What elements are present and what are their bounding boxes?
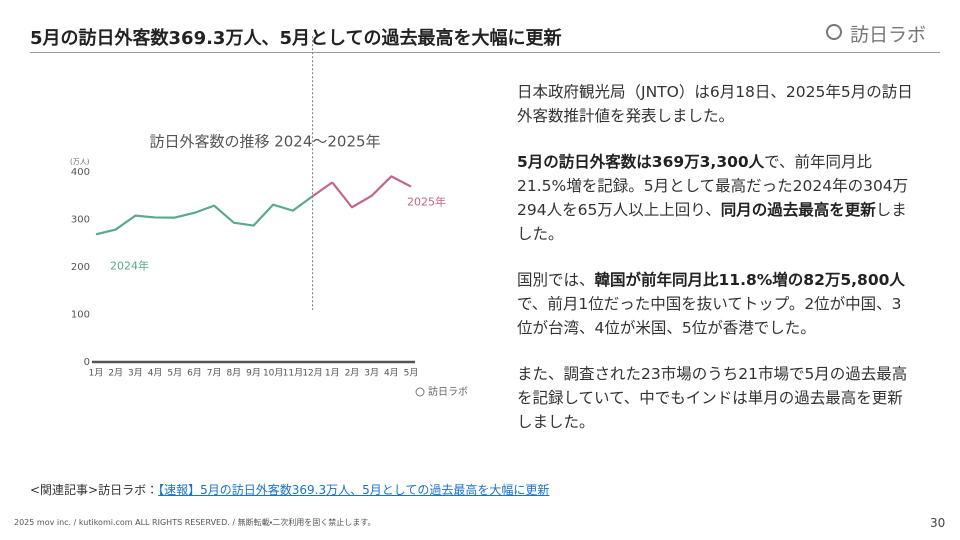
chart-title: 訪日外客数の推移 2024〜2025年 bbox=[149, 133, 380, 151]
x-tick-label: 1月 bbox=[325, 368, 340, 379]
x-tick-label: 5月 bbox=[167, 368, 182, 379]
series-line bbox=[95, 195, 314, 236]
paragraph: また、調査された23市場のうち21市場で5月の過去最高を記録していて、中でもイン… bbox=[517, 362, 917, 434]
bold-text: 5月の訪日外客数は369万3,300人 bbox=[517, 153, 765, 171]
x-tick-label: 11月 bbox=[283, 368, 303, 379]
y-tick-label: 400 bbox=[71, 167, 90, 178]
logo: 訪日ラボ bbox=[850, 24, 927, 46]
related-prefix: <関連記事>訪日ラボ： bbox=[30, 483, 159, 497]
x-tick-label: 2月 bbox=[345, 368, 360, 379]
text-run: しました。 bbox=[517, 201, 907, 243]
paragraph: 国別では、韓国が前年同月比11.8%増の82万5,800人で、前月1位だった中国… bbox=[517, 268, 917, 340]
chart: 訪日外客数の推移 2024〜2025年 (万人) 訪日ラボ 0 100 200 300… bbox=[70, 36, 468, 398]
text-run: 日本政府観光局（JNTO）は6月18日、2025年5月の訪日外客数推計値を発表し… bbox=[517, 83, 913, 125]
y-tick-label: 200 bbox=[71, 262, 90, 273]
source-logo: 訪日ラボ bbox=[428, 385, 468, 398]
slide-title: 5月の訪日外客数369.3万人、5月としての過去最高を大幅に更新 bbox=[30, 28, 562, 49]
text-run: で、前月1位だった中国を抜いてトップ。2位が中国、3位が台湾、4位が米国、5位が… bbox=[517, 295, 902, 337]
logo-icon bbox=[826, 24, 842, 40]
x-tick-label: 12月 bbox=[302, 368, 322, 379]
x-tick-label: 3月 bbox=[364, 368, 379, 379]
series-connector bbox=[311, 181, 333, 198]
x-tick-label: 8月 bbox=[226, 368, 241, 379]
bold-text: 韓国が前年同月比11.8%増の82万5,800人 bbox=[594, 271, 905, 289]
related-article: <関連記事>訪日ラボ：【速報】5月の訪日外客数369.3万人、5月としての過去最… bbox=[30, 481, 549, 498]
y-unit: (万人) bbox=[70, 158, 90, 166]
paragraph: 5月の訪日外客数は369万3,300人で、前年同月比21.5%増を記録。5月とし… bbox=[517, 150, 917, 246]
x-tick-label: 3月 bbox=[128, 368, 143, 379]
x-tick-label: 6月 bbox=[187, 368, 202, 379]
y-tick-label: 0 bbox=[84, 357, 90, 368]
x-tick-label: 7月 bbox=[207, 368, 222, 379]
page-number: 30 bbox=[930, 516, 946, 530]
title-rule bbox=[30, 52, 940, 53]
series-label: 2024年 bbox=[110, 258, 149, 272]
related-link[interactable]: 【速報】5月の訪日外客数369.3万人、5月としての過去最高を大幅に更新 bbox=[158, 483, 550, 497]
paragraph: 日本政府観光局（JNTO）は6月18日、2025年5月の訪日外客数推計値を発表し… bbox=[517, 80, 917, 128]
x-tick-label: 4月 bbox=[384, 368, 399, 379]
x-tick-label: 1月 bbox=[89, 368, 104, 379]
x-tick-label: 10月 bbox=[263, 368, 283, 379]
y-tick-label: 300 bbox=[71, 215, 90, 226]
series-label: 2025年 bbox=[407, 195, 446, 209]
bold-text: 同月の過去最高を更新 bbox=[720, 201, 876, 219]
series-line bbox=[331, 175, 412, 209]
x-tick-label: 4月 bbox=[148, 368, 163, 379]
source-logo-icon bbox=[415, 387, 425, 397]
x-tick-label: 2月 bbox=[108, 368, 123, 379]
copyright: 2025 mov inc. / kutikomi.com ALL RIGHTS … bbox=[14, 518, 376, 527]
x-tick-label: 5月 bbox=[404, 368, 419, 379]
x-tick-label: 9月 bbox=[246, 368, 261, 379]
text-run: 国別では、 bbox=[517, 271, 595, 289]
text-run: で、前年同月比21.5%増を記録。5月として最高だった2024年の304万294… bbox=[517, 153, 909, 219]
text-run: また、調査された23市場のうち21市場で5月の過去最高を記録していて、中でもイン… bbox=[517, 365, 908, 431]
body-text: 日本政府観光局（JNTO）は6月18日、2025年5月の訪日外客数推計値を発表し… bbox=[517, 80, 917, 456]
y-tick-label: 100 bbox=[71, 310, 90, 321]
